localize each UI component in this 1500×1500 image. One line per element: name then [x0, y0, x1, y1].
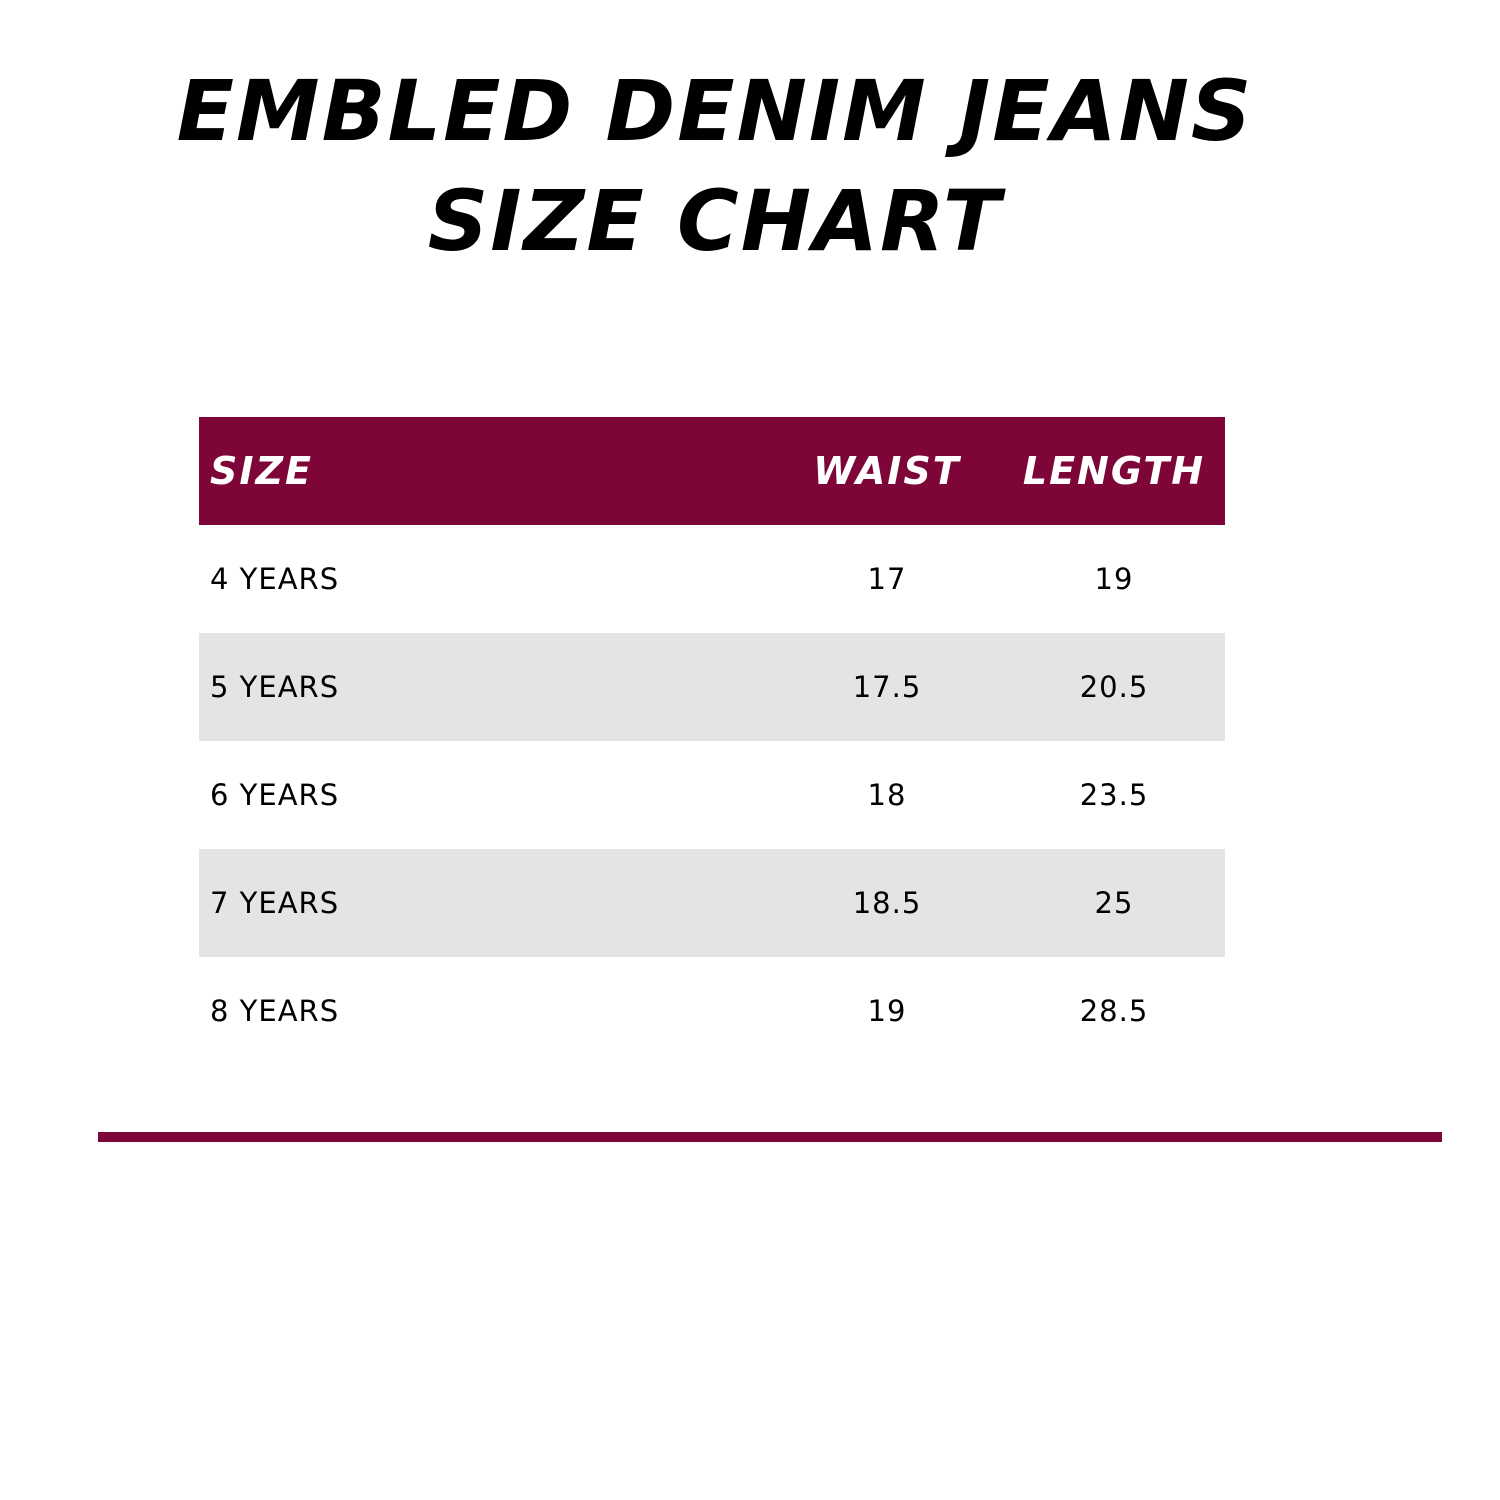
table-cell: 4 YEARS — [210, 562, 340, 596]
column-header: WAIST — [771, 417, 1003, 525]
column-header: LENGTH — [1003, 417, 1225, 525]
table-cell: 6 YEARS — [210, 778, 340, 812]
table-cell: 25 — [1003, 849, 1225, 957]
table-cell: 23.5 — [1079, 778, 1149, 812]
table-cell: 19 — [1094, 562, 1134, 596]
table-body: 4 YEARS 17 19 5 YEARS 17.5 20.5 6 YEARS 18 23.5 7… — [199, 525, 1225, 1065]
table-row: 4 YEARS 17 19 — [199, 525, 1225, 633]
table-row: 5 YEARS 17.5 20.5 — [199, 633, 1225, 741]
table-cell: 7 YEARS — [199, 849, 771, 957]
table-cell: 5 YEARS — [199, 633, 771, 741]
table-cell: 20.5 — [1003, 633, 1225, 741]
title: EMBLED DENIM JEANS — [176, 62, 1254, 160]
table-row: 8 YEARS 19 28.5 — [199, 957, 1225, 1065]
table-cell: 17 — [867, 562, 907, 596]
header-row: SIZE WAIST LENGTH — [199, 417, 1225, 525]
table-cell: 19 — [867, 994, 907, 1028]
table-cell: 8 YEARS — [210, 994, 340, 1028]
table-row: 6 YEARS 18 23.5 — [199, 741, 1225, 849]
column-header: SIZE — [199, 417, 771, 525]
size-table: SIZE WAIST LENGTH 4 YEARS 17 19 5 YEARS 17.5 20… — [199, 417, 1225, 1065]
table-row: 7 YEARS 18.5 25 — [199, 849, 1225, 957]
table-cell: 18.5 — [771, 849, 1003, 957]
table-cell: 28.5 — [1079, 994, 1149, 1028]
title: SIZE CHART — [427, 172, 1003, 270]
table-cell: 17.5 — [771, 633, 1003, 741]
table-cell: 18 — [867, 778, 907, 812]
divider — [98, 1132, 1442, 1142]
